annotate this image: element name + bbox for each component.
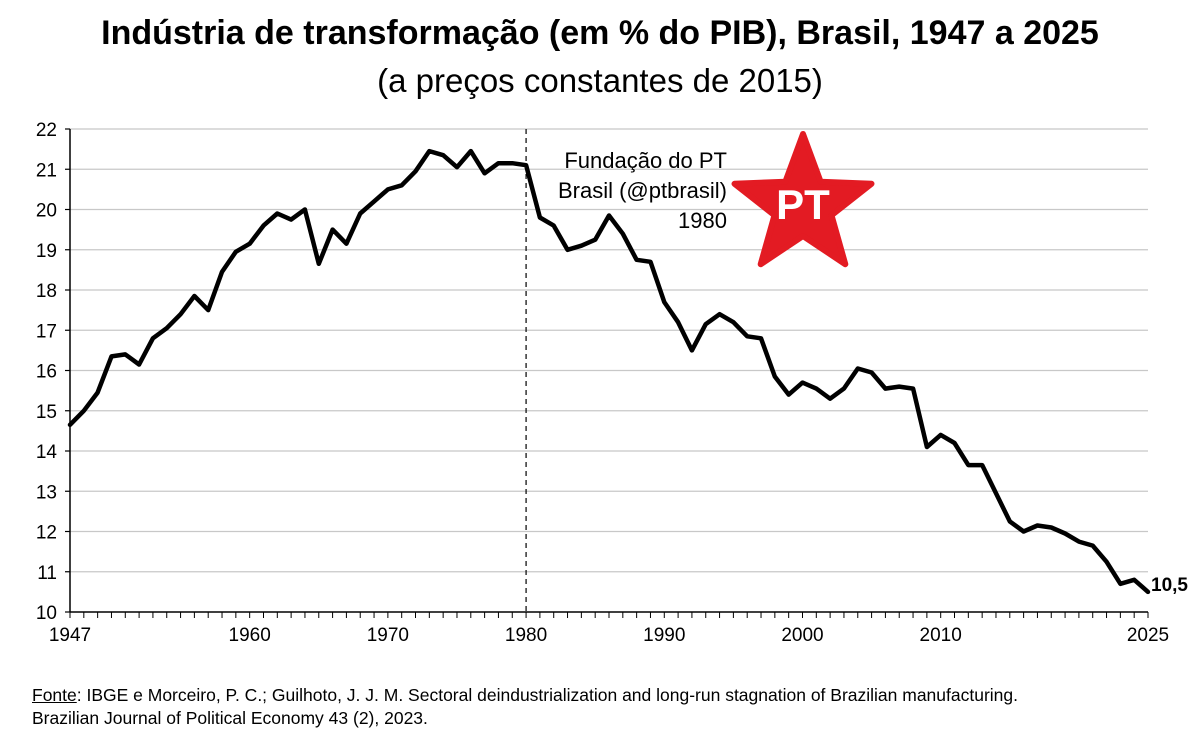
y-tick-label: 22 (36, 120, 57, 141)
axes (65, 128, 1149, 618)
chart-subtitle: (a preços constantes de 2015) (377, 62, 823, 99)
x-tick-label: 2000 (781, 625, 823, 646)
source-line-1: : IBGE e Morceiro, P. C.; Guilhoto, J. J… (76, 685, 1019, 705)
series-line (67, 148, 1151, 595)
pt-star-icon (731, 131, 875, 268)
y-tick-label: 14 (36, 442, 58, 463)
source-label: Fonte (32, 685, 77, 705)
x-tick-label: 1970 (367, 625, 409, 646)
y-tick-label: 12 (36, 523, 57, 544)
marker-annotation-line: Fundação do PT (564, 148, 727, 173)
y-tick-label: 10 (36, 603, 57, 624)
chart-title: Indústria de transformação (em % do PIB)… (101, 14, 1099, 52)
x-tick-label: 2010 (920, 625, 962, 646)
y-tick-label: 16 (36, 362, 57, 383)
y-tick-label: 13 (36, 482, 57, 503)
x-axis-tick-labels: 1947 1960 1970 1980 1990 2000 2010 2025 (49, 625, 1169, 646)
end-value-label: 10,5 (1151, 575, 1188, 596)
pt-logo: PT (731, 131, 875, 268)
pt-logo-text: PT (776, 181, 830, 228)
y-tick-label: 19 (36, 241, 57, 262)
source-line-2: Brazilian Journal of Political Economy 4… (32, 708, 428, 728)
series-group (67, 148, 1151, 595)
x-tick-label: 1960 (229, 625, 271, 646)
x-tick-label: 1947 (49, 625, 91, 646)
y-tick-label: 17 (36, 321, 57, 342)
y-tick-label: 18 (36, 281, 57, 302)
x-tick-label: 1980 (505, 625, 547, 646)
y-tick-label: 20 (36, 201, 57, 222)
y-tick-label: 11 (37, 563, 57, 584)
source-note: Fonte: IBGE e Morceiro, P. C.; Guilhoto,… (32, 684, 1182, 730)
y-tick-label: 15 (36, 402, 57, 423)
y-axis-tick-labels: 10 11 12 13 14 15 16 17 18 19 20 21 22 (36, 120, 58, 624)
x-tick-label: 2025 (1127, 625, 1169, 646)
gridlines (70, 128, 1148, 573)
x-tick-label: 1990 (643, 625, 685, 646)
marker-annotation-line: 1980 (678, 208, 727, 233)
y-tick-label: 21 (36, 160, 57, 181)
annotations: 10,5 Fundação do PT Brasil (@ptbrasil) 1980 (558, 148, 1188, 596)
marker-annotation-line: Brasil (@ptbrasil) (558, 178, 727, 203)
